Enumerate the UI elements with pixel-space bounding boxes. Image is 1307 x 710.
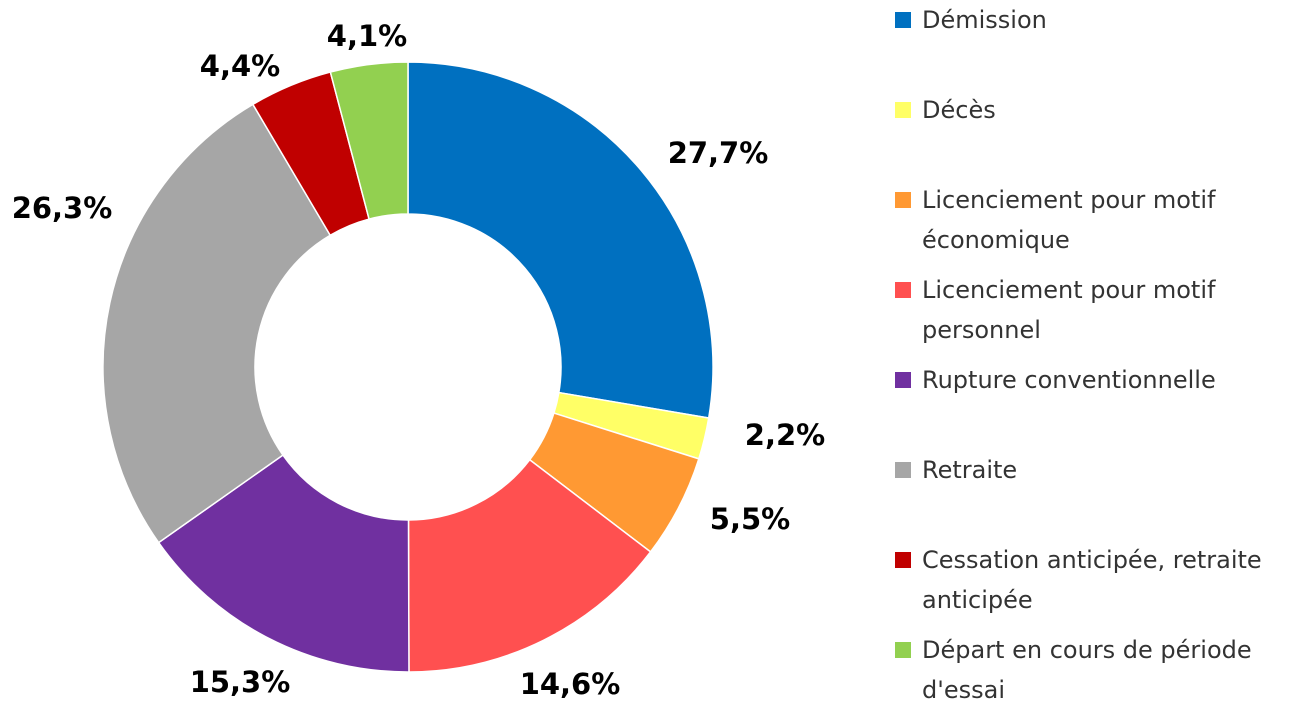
legend-item: Départ en cours de période d'essai	[895, 630, 1295, 710]
chart: 27,7% 2,2% 5,5% 14,6% 15,3% 26,3% 4,4% 4,1%	[12, 19, 826, 701]
data-label: 4,1%	[327, 19, 407, 53]
legend-item: Rupture conventionnelle	[895, 360, 1295, 400]
slice	[407, 458, 652, 673]
data-label: 5,5%	[710, 502, 790, 536]
legend-label: Licenciement pour motif économique	[922, 186, 1216, 254]
data-label: 4,4%	[200, 49, 280, 83]
legend-label: Rupture conventionnelle	[922, 366, 1216, 394]
legend-label: Démission	[922, 6, 1047, 34]
legend-label: Retraite	[922, 456, 1018, 484]
data-label: 14,6%	[520, 667, 621, 701]
legend-swatch	[895, 372, 911, 388]
data-label: 27,7%	[668, 136, 769, 170]
legend-swatch	[895, 12, 911, 28]
data-label: 2,2%	[745, 418, 825, 452]
legend-item: Décès	[895, 90, 1295, 130]
legend-swatch	[895, 462, 911, 478]
legend-item: Démission	[895, 0, 1295, 40]
legend-label: Décès	[922, 96, 996, 124]
legend-label: Départ en cours de période d'essai	[922, 636, 1252, 704]
legend-item: Retraite	[895, 450, 1295, 490]
legend-swatch	[895, 282, 911, 298]
legend-label: Licenciement pour motif personnel	[922, 276, 1216, 344]
slice	[157, 454, 410, 673]
legend-item: Licenciement pour motif personnel	[895, 270, 1295, 350]
legend-item: Cessation anticipée, retraite anticipée	[895, 540, 1295, 620]
legend-swatch	[895, 192, 911, 208]
data-label: 26,3%	[12, 191, 113, 225]
slice	[407, 61, 714, 419]
legend-swatch	[895, 552, 911, 568]
legend-label: Cessation anticipée, retraite anticipée	[922, 546, 1262, 614]
legend-swatch	[895, 102, 911, 118]
slice	[102, 103, 332, 544]
slice	[329, 61, 409, 220]
legend-swatch	[895, 642, 911, 658]
data-label: 15,3%	[190, 665, 291, 699]
legend-item: Licenciement pour motif économique	[895, 180, 1295, 260]
